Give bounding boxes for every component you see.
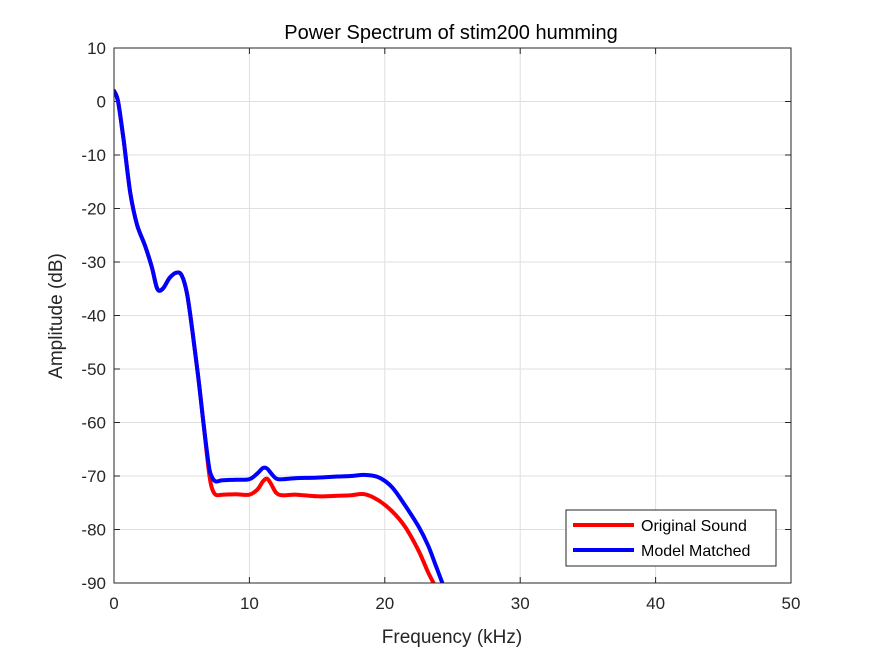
ticks bbox=[113, 47, 792, 584]
y-tick-label: -20 bbox=[81, 200, 106, 219]
y-tick-label: -70 bbox=[81, 467, 106, 486]
x-tick-label: 10 bbox=[240, 594, 259, 613]
series-line-model-matched bbox=[114, 88, 445, 583]
x-tick-labels: 0 10 20 30 40 50 bbox=[109, 594, 800, 613]
y-tick-label: -50 bbox=[81, 360, 106, 379]
y-tick-label: 0 bbox=[97, 93, 106, 112]
legend: Original Sound Model Matched bbox=[565, 509, 777, 567]
y-tick-label: -40 bbox=[81, 307, 106, 326]
y-tick-labels: 10 0 -10 -20 -30 -40 -50 -60 -70 -80 -90 bbox=[81, 39, 106, 593]
series-group bbox=[114, 88, 445, 583]
x-tick-label: 20 bbox=[375, 594, 394, 613]
y-axis-label: Amplitude (dB) bbox=[46, 253, 67, 379]
y-tick-label: -80 bbox=[81, 521, 106, 540]
chart-title: Power Spectrum of stim200 humming bbox=[284, 22, 617, 44]
legend-box bbox=[565, 509, 777, 567]
x-tick-label: 40 bbox=[646, 594, 665, 613]
grid bbox=[113, 47, 792, 584]
legend-label-original-sound: Original Sound bbox=[641, 518, 747, 535]
y-tick-label: -10 bbox=[81, 146, 106, 165]
x-tick-label: 50 bbox=[782, 594, 801, 613]
y-tick-label: 10 bbox=[87, 39, 106, 58]
x-tick-label: 0 bbox=[109, 594, 118, 613]
y-tick-label: -30 bbox=[81, 253, 106, 272]
x-tick-label: 30 bbox=[511, 594, 530, 613]
x-axis-label: Frequency (kHz) bbox=[382, 627, 522, 648]
y-tick-label: -60 bbox=[81, 414, 106, 433]
legend-label-model-matched: Model Matched bbox=[641, 543, 750, 560]
y-tick-label: -90 bbox=[81, 574, 106, 593]
